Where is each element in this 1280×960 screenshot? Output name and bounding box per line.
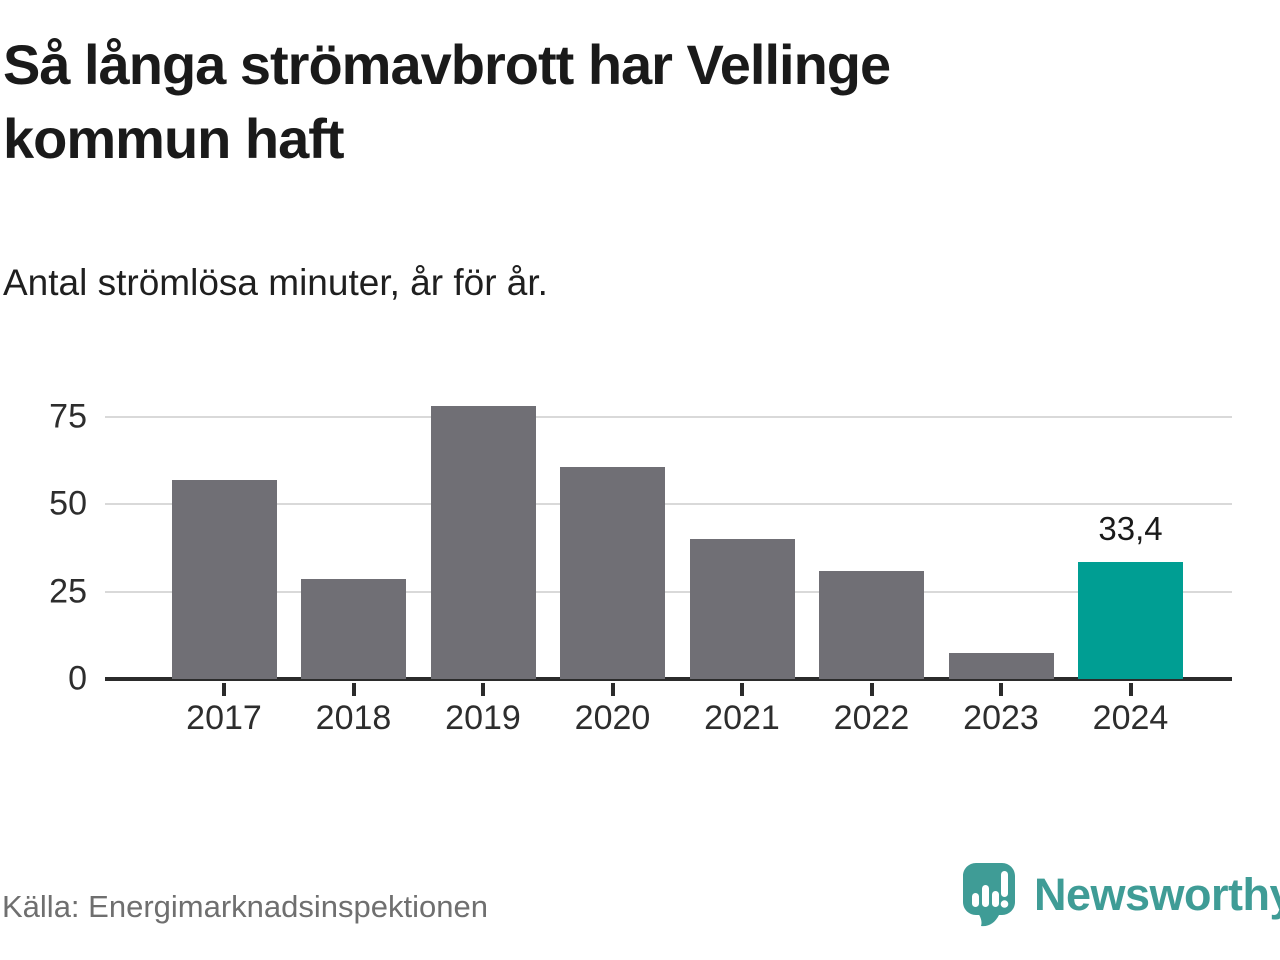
x-tick-label-2017: 2017 — [186, 699, 262, 737]
y-tick-label-0: 0 — [68, 659, 87, 698]
y-axis-labels: 0 25 50 75 — [0, 397, 87, 698]
chart-title: Så långa strömavbrott har Vellinge kommu… — [3, 33, 891, 170]
bar-2019 — [430, 406, 536, 679]
x-tick-2020 — [610, 683, 615, 696]
bar-2023 — [948, 652, 1054, 679]
plot-area: 33,4 — [105, 399, 1232, 696]
x-tick-2023 — [999, 683, 1003, 696]
x-tick-label-2021: 2021 — [704, 699, 780, 737]
newsworthy-logo-icon — [963, 863, 1015, 927]
bar-2018 — [301, 579, 406, 679]
y-tick-label-75: 75 — [49, 397, 87, 435]
gridline-75 — [105, 415, 1232, 418]
bar-2021 — [689, 539, 795, 679]
logo-bar-1 — [972, 893, 979, 907]
x-tick-2021 — [740, 683, 744, 696]
value-label-2024: 33,4 — [1098, 510, 1163, 548]
x-tick-label-2022: 2022 — [833, 699, 910, 737]
x-tick-label-2018: 2018 — [315, 699, 392, 737]
newsworthy-branding: Newsworthy — [963, 863, 1280, 927]
logo-exclamation-bar — [1001, 871, 1008, 897]
x-tick-label-2024: 2024 — [1092, 699, 1169, 737]
bar-2020 — [560, 467, 665, 679]
y-tick-label-25: 25 — [49, 572, 87, 610]
x-tick-2019 — [481, 683, 485, 696]
x-tick-label-2020: 2020 — [574, 699, 651, 737]
logo-bar-3 — [992, 891, 999, 907]
gridline-50 — [105, 503, 1232, 505]
x-tick-2022 — [869, 683, 874, 696]
bar-2024 — [1078, 562, 1183, 679]
x-tick-label-2023: 2023 — [963, 699, 1039, 737]
chart-subtitle: Antal strömlösa minuter, år för år. — [3, 262, 548, 303]
x-axis-line — [105, 677, 1232, 681]
logo-bar-2 — [982, 885, 989, 907]
logo-exclamation-dot — [1000, 900, 1009, 908]
bar-2022 — [819, 570, 924, 679]
y-tick-label-50: 50 — [49, 484, 87, 523]
gridline-25 — [105, 590, 1232, 593]
source-note: Källa: Energimarknadsinspektionen — [2, 889, 488, 924]
x-tick-2024 — [1128, 683, 1133, 696]
bar-2017 — [171, 479, 277, 679]
x-tick-2018 — [351, 683, 356, 696]
newsworthy-wordmark: Newsworthy — [1034, 869, 1280, 920]
x-tick-2017 — [222, 683, 226, 696]
x-tick-label-2019: 2019 — [445, 699, 521, 737]
